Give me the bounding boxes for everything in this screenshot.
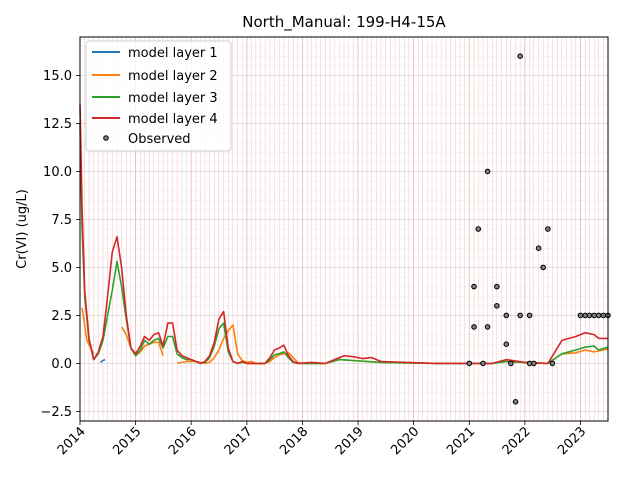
observed-point [586,312,593,319]
x-tick-label: 2016 [166,424,200,458]
observed-point [531,360,537,367]
observed-point [484,324,491,330]
grid [79,37,608,421]
x-tick-label: 2014 [55,424,89,458]
observed-point [526,312,533,319]
legend-label: model layer 4 [128,112,218,127]
observed-point [517,53,523,60]
observed-point [545,226,551,232]
legend-swatch [103,135,109,141]
x-tick-label: 2020 [388,424,422,458]
observed-point [471,324,477,330]
y-tick-label: 12.5 [43,117,72,132]
y-tick-label: 7.5 [51,213,72,228]
x-tick-label: 2017 [222,424,256,458]
observed-point [595,312,602,319]
legend-label: model layer 2 [128,69,218,84]
x-tick-label: 2022 [500,424,534,458]
observed-point [600,312,607,319]
y-tick-label: 5.0 [51,261,72,276]
y-axis-label: Cr(VI) (ug/L) [15,189,30,269]
observed-point [480,360,486,367]
observed-point [508,360,514,367]
observed-point [494,303,500,309]
x-tick-label: 2019 [333,424,367,458]
observed-point [577,312,584,319]
y-tick-label: 2.5 [51,309,72,324]
y-tick-label: −2.5 [40,405,72,420]
observed-point [503,341,510,348]
legend-label: Observed [128,132,191,147]
series-line-layer-2 [120,326,164,357]
legend-label: model layer 3 [128,91,218,106]
observed-point [471,283,477,290]
x-tick-label: 2015 [110,424,144,458]
y-tick-label: 15.0 [43,69,72,84]
observed-point [475,226,482,232]
observed-point [517,312,523,319]
y-tick-label: 0.0 [51,357,72,372]
x-axis: 2014 2015 2016 2017 2018 2019 2020 2021 2022 2023 [55,421,589,458]
series-line-layer-1 [99,358,106,364]
plot-frame [79,36,609,422]
observed-point [484,168,491,175]
observed-point [494,283,500,290]
chart-title: North_Manual: 199-H4-15A [242,13,446,32]
x-tick-label: 2018 [277,424,311,458]
observed-point [466,360,473,367]
series-line-layer-4 [79,104,608,365]
observed-point [512,399,519,405]
x-tick-label: 2023 [555,424,589,458]
legend-label: model layer 1 [128,46,218,61]
x-tick-label: 2021 [444,424,478,458]
y-axis: −2.5 0.0 2.5 5.0 7.5 10.0 12.5 15.0 [40,69,80,420]
legend-box [85,40,232,152]
legend: model layer 1 model layer 2 model layer 3 m… [85,40,232,152]
observed-point [591,312,597,319]
y-tick-label: 10.0 [43,165,72,180]
observed-point [535,245,542,251]
observed-point [549,360,556,367]
observed-point [503,312,510,319]
observed-point [540,264,546,271]
